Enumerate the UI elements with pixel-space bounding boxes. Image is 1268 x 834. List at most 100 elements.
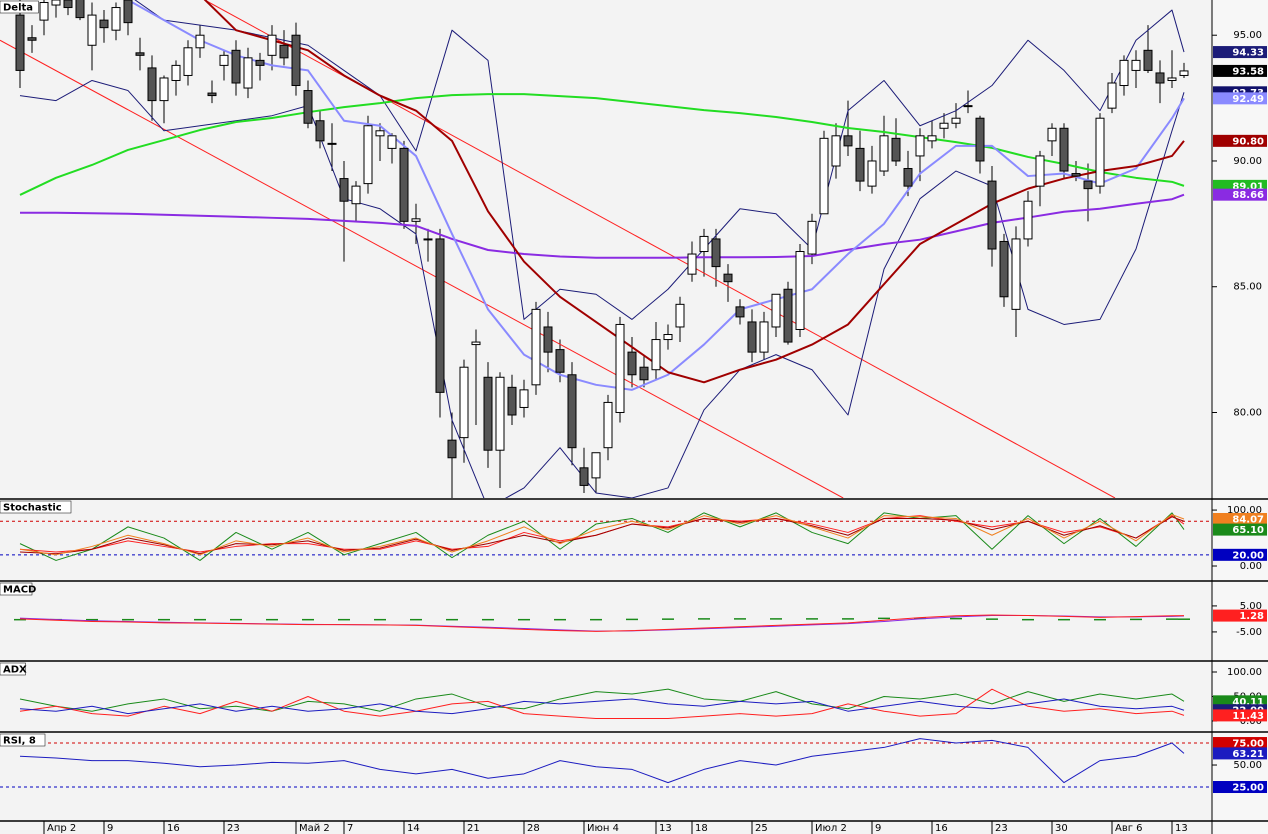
candle-body	[303, 90, 313, 124]
candle-body	[999, 240, 1009, 298]
panel-title-box	[0, 500, 72, 514]
panel-background	[0, 500, 1212, 580]
histogram-bar	[806, 618, 818, 620]
histogram-bar	[1022, 618, 1034, 621]
y-tick-label: 90.00	[1233, 156, 1262, 167]
panel-title: RSI, 8	[3, 736, 36, 747]
x-tick-label: 13	[659, 823, 672, 834]
panel-title: Stochastic	[3, 503, 62, 514]
last-value-label: 93.58	[1232, 66, 1264, 77]
candle-body	[471, 341, 481, 346]
histogram-bar	[230, 618, 242, 621]
candle-body	[99, 19, 109, 29]
panel-plot	[0, 512, 1212, 561]
last-value-label: 1.28	[1239, 611, 1264, 622]
candle-body	[351, 185, 361, 205]
histogram-bar	[86, 618, 98, 621]
histogram-bar	[1166, 618, 1178, 620]
candle-body	[423, 238, 433, 241]
candle-body	[75, 0, 85, 19]
candle-body	[771, 293, 781, 328]
candle-body	[267, 34, 277, 56]
candle-body	[723, 273, 733, 283]
candle-body	[1155, 72, 1165, 84]
indicator-line	[203, 0, 1185, 384]
candle-body	[483, 376, 493, 451]
candle-body	[411, 218, 421, 222]
y-tick-label: 100.00	[1227, 505, 1262, 516]
candle-body	[555, 349, 565, 373]
candle-body	[459, 366, 469, 439]
candle-body	[1167, 77, 1177, 81]
indicator-line	[19, 79, 1185, 498]
indicator-line	[19, 514, 1185, 556]
panel-title-box	[0, 582, 33, 596]
candle-body	[903, 168, 913, 187]
histogram-bar	[734, 618, 746, 620]
y-tick-label: 95.00	[1233, 30, 1262, 41]
candle-body	[987, 180, 997, 250]
candle-body	[1083, 180, 1093, 190]
histogram-bar	[302, 618, 314, 621]
reference-label: 75.00	[1232, 739, 1264, 750]
last-value-box	[1213, 92, 1267, 105]
last-value-label: 84.07	[1232, 514, 1264, 525]
x-tick-label: 25	[755, 823, 768, 834]
histogram-bar	[770, 618, 782, 620]
x-tick-label: 16	[167, 823, 180, 834]
panel-title: Delta	[3, 3, 33, 14]
last-value-label: 11.43	[1232, 711, 1264, 722]
candle-body	[639, 366, 649, 381]
last-value-box	[1213, 46, 1267, 59]
indicator-line	[19, 614, 1185, 632]
x-tick-label: Июн 4	[587, 823, 619, 834]
last-value-label: 94.33	[1232, 48, 1264, 59]
histogram-bar	[698, 618, 710, 620]
candle-body	[231, 49, 241, 84]
reference-label: 20.00	[1232, 550, 1264, 561]
x-tick-label: 30	[1055, 823, 1068, 834]
candle-body	[591, 452, 601, 479]
x-tick-label: Июл 2	[815, 823, 847, 834]
histogram-bar	[338, 618, 350, 621]
candle-body	[747, 321, 757, 353]
candle-body	[543, 326, 553, 353]
indicator-line	[19, 512, 1185, 561]
candle-body	[171, 64, 181, 81]
histogram-bar	[1094, 618, 1106, 621]
histogram-bar	[986, 618, 998, 620]
y-tick-label: 80.00	[1233, 407, 1262, 418]
histogram-bar	[518, 618, 530, 621]
candle-body	[663, 334, 673, 341]
last-value-box	[1213, 512, 1267, 525]
candle-body	[87, 14, 97, 46]
indicator-line	[20, 193, 1185, 259]
histogram-bar	[1130, 618, 1142, 621]
candle-body	[1047, 127, 1057, 142]
candle-body	[255, 59, 265, 66]
candle-body	[519, 389, 529, 408]
x-tick-label: 14	[407, 823, 420, 834]
reference-label-box	[1213, 737, 1267, 750]
candle-body	[759, 321, 769, 353]
panel-title: ADX	[3, 665, 27, 676]
last-value-box	[1213, 747, 1267, 760]
candle-body	[399, 147, 409, 222]
y-tick-label: 85.00	[1233, 282, 1262, 293]
last-value-box	[1213, 188, 1267, 201]
last-value-box	[1213, 709, 1267, 722]
candle-body	[387, 135, 397, 149]
candle-body	[1011, 238, 1021, 310]
candle-body	[843, 135, 853, 147]
indicator-line	[19, 738, 1185, 784]
candle-body	[579, 467, 589, 486]
histogram-bar	[1058, 618, 1070, 621]
reference-label-box	[1213, 548, 1267, 561]
candle-body	[39, 2, 49, 21]
last-value-label: 90.80	[1232, 136, 1264, 147]
candle-body	[1179, 70, 1189, 76]
y-tick-label: 0.00	[1240, 716, 1262, 727]
last-value-box	[1213, 523, 1267, 536]
candle-body	[363, 125, 373, 185]
